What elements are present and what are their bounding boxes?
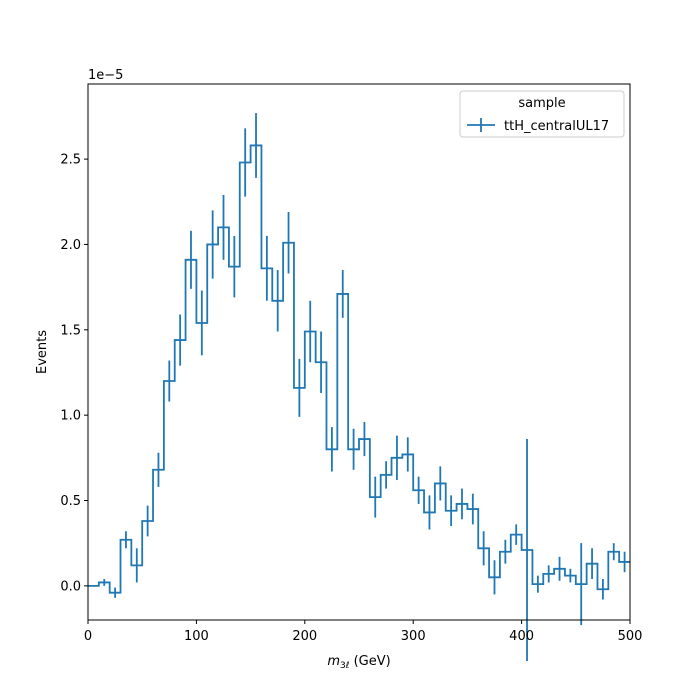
x-axis-ticks: 0 100 200 300 400 500	[84, 620, 643, 644]
legend-box	[459, 90, 625, 138]
y-axis-label: Events	[35, 330, 50, 374]
legend-entry-label: ttH_centralUL17	[504, 119, 609, 134]
y-tick-label: 2.5	[60, 153, 81, 168]
legend-title: sample	[518, 96, 565, 111]
plot-frame	[87, 83, 631, 621]
x-tick-label: 200	[292, 629, 317, 644]
x-tick-label: 300	[401, 629, 426, 644]
legend: sample ttH_centralUL17	[459, 90, 625, 138]
y-exponent-label: 1e−5	[88, 68, 123, 83]
x-axis-label-subscript: 3ℓ	[340, 661, 349, 671]
x-axis-label: m3ℓ (GeV)	[327, 654, 390, 671]
x-axis-label-unit: (GeV)	[349, 654, 390, 669]
y-tick-label: 0.5	[60, 494, 81, 509]
y-tick-label: 1.5	[60, 323, 81, 338]
x-tick-label: 500	[618, 629, 643, 644]
y-tick-label: 0.0	[60, 579, 81, 594]
x-tick-label: 400	[509, 629, 534, 644]
x-tick-label: 100	[184, 629, 209, 644]
x-axis-label-var: m	[327, 654, 340, 669]
x-tick-label: 0	[84, 629, 92, 644]
y-tick-label: 1.0	[60, 409, 81, 424]
y-axis-ticks: 0.0 0.5 1.0 1.5 2.0 2.5	[60, 153, 88, 594]
histogram-series	[88, 113, 630, 661]
y-tick-label: 2.0	[60, 238, 81, 253]
